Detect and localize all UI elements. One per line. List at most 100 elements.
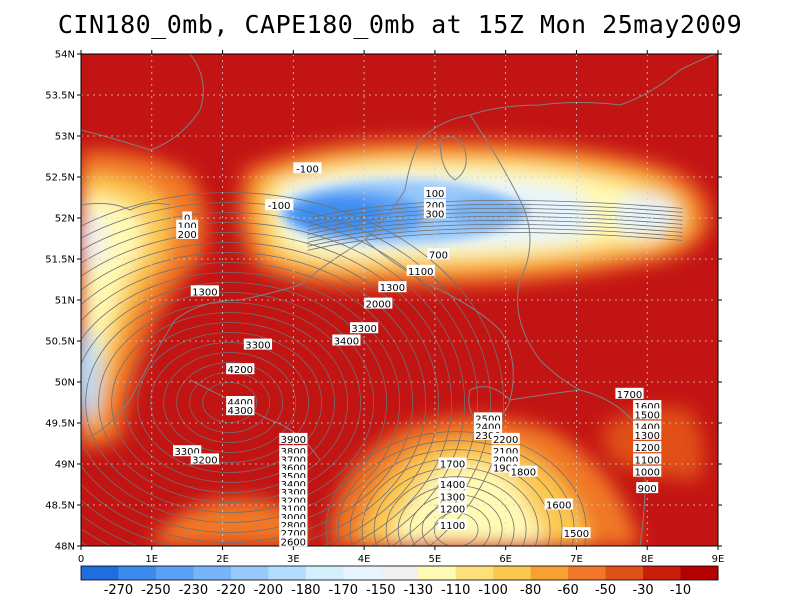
belgium-border [364, 239, 514, 401]
lat-label: 49.5N [45, 419, 75, 430]
colorbar-label: -200 [254, 583, 284, 598]
cin-contour [307, 232, 683, 251]
contour-label-bg [473, 420, 503, 432]
latitude-labels: 48N 48.5N 49N 49.5N 50N 50.5N 51N 51.5N 52N 52.5N… [45, 50, 75, 553]
colorbar-swatch [380, 566, 419, 580]
contour-label: 100 [178, 222, 197, 233]
contour-label: 4300 [228, 406, 253, 417]
lon-label: 4E [358, 554, 371, 565]
colorbar-label: -60 [558, 583, 579, 598]
contour-label: 2700 [281, 529, 306, 540]
colorbar-frame [80, 565, 719, 581]
contour-label: 2100 [493, 447, 518, 458]
contour-label: 700 [429, 250, 448, 261]
cape-contour [150, 342, 310, 463]
contour-label: 3100 [281, 505, 306, 516]
cape-contour-south [349, 449, 563, 546]
germany-coast [619, 54, 716, 106]
contour-label-bg [279, 510, 308, 522]
contour-label-bg [176, 219, 199, 231]
contour-label-bg [332, 334, 361, 346]
contour-label: 1600 [546, 501, 571, 512]
contour-label-bg [279, 494, 308, 506]
contour-label-bg [243, 338, 273, 350]
colorbar-swatch [568, 566, 607, 580]
contour-label-bg [633, 420, 662, 432]
contour-label: 4400 [228, 398, 253, 409]
cape-contour [124, 322, 336, 483]
contour-label: 200 [178, 230, 197, 241]
contour-label: 1200 [440, 505, 465, 516]
colorbar-swatch [118, 566, 157, 580]
colorbar-label: -250 [141, 583, 171, 598]
contour-label: 0 [184, 214, 190, 225]
contour-label: 1300 [192, 287, 217, 298]
contour-label-bg [226, 363, 255, 375]
germany-border [469, 114, 581, 391]
contour-label: 1100 [634, 455, 659, 466]
contour-label-bg [427, 248, 450, 260]
contour-label: 3300 [245, 341, 270, 352]
contour-label: 300 [425, 209, 444, 220]
contour-label-bg [633, 465, 662, 477]
colorbar-label: -80 [520, 583, 541, 598]
contour-label-bg [279, 502, 308, 514]
contour-label-bg [615, 387, 644, 399]
colorbar-swatch [305, 566, 344, 580]
contour-label-bg [279, 445, 308, 457]
cape-contour [81, 242, 439, 546]
contour-label-bg [562, 527, 591, 539]
lat-label: 50N [55, 378, 75, 389]
cape-contour [202, 382, 258, 423]
contour-label: 1600 [634, 402, 659, 413]
contour-label: 2400 [475, 423, 500, 434]
contour-label-bg [491, 432, 520, 444]
colorbar-swatch [643, 566, 682, 580]
cin-contour [307, 220, 683, 239]
colorbar-swatch [605, 566, 644, 580]
contour-label: 1000 [634, 468, 659, 479]
cape-contour [176, 362, 284, 443]
contour-label-bg [438, 502, 467, 514]
contour-label: 3900 [281, 435, 306, 446]
colorbar-label: -110 [441, 583, 471, 598]
lon-label: 7E [570, 554, 583, 565]
contour-label: 2800 [281, 521, 306, 532]
contour-label-bg [544, 498, 573, 510]
contour-label: 1200 [634, 443, 659, 454]
cape-contour [98, 302, 362, 503]
contour-label-bg [364, 297, 393, 309]
cape-contour [81, 282, 387, 523]
contour-label-bg [293, 162, 322, 174]
benelux-coast [364, 102, 621, 241]
cape-contour [81, 272, 400, 533]
cin-contour [307, 224, 683, 243]
contour-label-bg [406, 264, 435, 276]
contour-label-bg [279, 486, 308, 498]
lat-label: 48N [55, 542, 75, 553]
contour-label: 3000 [281, 513, 306, 524]
cin-east-lightblue [452, 196, 528, 228]
contour-label: 2200 [493, 435, 518, 446]
lat-label: 50.5N [45, 337, 75, 348]
contour-label: 1300 [440, 492, 465, 503]
map-title: CIN180_0mb, CAPE180_0mb at 15Z Mon 25may… [57, 10, 743, 39]
contour-label: 4200 [228, 365, 253, 376]
uk-coast [81, 54, 204, 151]
cape-contour [81, 192, 504, 546]
contour-label: 3400 [334, 337, 359, 348]
lat-label: 48.5N [45, 501, 75, 512]
contour-label: 3300 [281, 488, 306, 499]
contour-label-bg [350, 322, 379, 334]
colorbar-label: -100 [478, 583, 508, 598]
contour-label: 1100 [408, 267, 433, 278]
contour-label-bg [509, 465, 538, 477]
colorbar-label: -220 [216, 583, 246, 598]
contour-label-bg [190, 453, 219, 465]
lat-label: 53.5N [45, 91, 75, 102]
contour-label: 1300 [380, 283, 405, 294]
france-channel-coast [81, 239, 366, 441]
contour-label: 2500 [475, 414, 500, 425]
cin-core-darkblue [295, 199, 385, 231]
